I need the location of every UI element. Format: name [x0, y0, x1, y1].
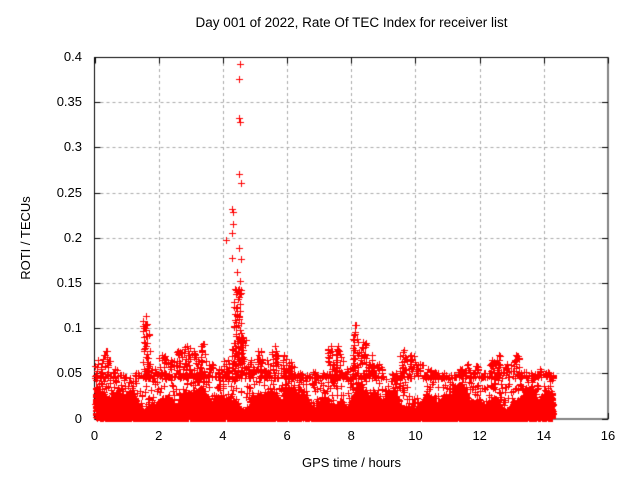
- y-tick-label: 0.05: [56, 365, 82, 381]
- x-tick-label: 6: [283, 428, 291, 443]
- x-tick-label: 0: [90, 428, 99, 443]
- x-tick-label: 4: [219, 428, 227, 443]
- x-tick-label: 12: [472, 428, 487, 443]
- y-tick-label: 0.35: [56, 94, 82, 110]
- x-axis-label: GPS time / hours: [302, 455, 401, 470]
- x-tick-label: 2: [155, 428, 163, 443]
- y-tick-label: 0.1: [63, 320, 82, 336]
- x-tick-label: 8: [347, 428, 355, 443]
- x-tick-label: 16: [600, 428, 616, 443]
- y-tick-label: 0: [74, 410, 82, 426]
- y-tick-label: 0.3: [63, 139, 82, 155]
- x-tick-label: 14: [536, 428, 552, 443]
- chart-title: Day 001 of 2022, Rate Of TEC Index for r…: [195, 15, 508, 30]
- y-tick-label: 0.2: [63, 229, 82, 245]
- y-tick-label: 0.15: [56, 274, 82, 290]
- x-tick-label: 10: [408, 428, 423, 443]
- y-tick-label: 0.25: [56, 184, 82, 200]
- y-tick-label: 0.4: [63, 48, 82, 64]
